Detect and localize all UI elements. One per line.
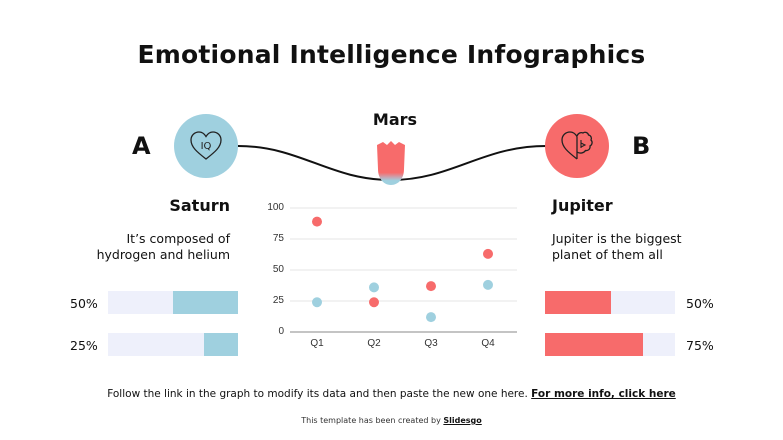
y-tick-50: 50 xyxy=(272,264,284,275)
footer-credit: This template has been created by Slides… xyxy=(301,416,482,425)
jupiter-name: Jupiter xyxy=(552,196,613,215)
footer-instructions: Follow the link in the graph to modify i… xyxy=(107,388,676,400)
jupiter-bar2-fill xyxy=(545,333,643,356)
saturn-description: It’s composed of hydrogen and helium xyxy=(96,231,230,262)
data-point xyxy=(312,216,322,227)
slidesgo-link[interactable]: Slidesgo xyxy=(443,416,482,425)
saturn-bar1-fill xyxy=(173,291,238,314)
data-point xyxy=(312,297,322,308)
saturn-bar1-label: 50% xyxy=(70,296,98,311)
mars-label: Mars xyxy=(372,110,418,129)
jupiter-bar1-label: 50% xyxy=(686,296,714,311)
left-circle: IQ xyxy=(174,114,238,178)
jupiter-bar1 xyxy=(545,291,675,314)
y-tick-75: 75 xyxy=(272,233,284,244)
data-point xyxy=(369,297,379,308)
more-info-link[interactable]: For more info, click here xyxy=(531,388,676,400)
right-circle xyxy=(545,114,609,178)
jupiter-bar1-fill xyxy=(545,291,612,314)
y-tick-0: 0 xyxy=(278,326,284,337)
jupiter-description: Jupiter is the biggest planet of them al… xyxy=(552,231,682,262)
y-tick-25: 25 xyxy=(272,295,284,306)
svg-text:IQ: IQ xyxy=(201,141,212,152)
x-tick-q2: Q2 xyxy=(367,338,381,349)
saturn-name: Saturn xyxy=(169,196,230,215)
gridlines xyxy=(290,207,517,302)
data-point xyxy=(369,282,379,293)
x-tick-q4: Q4 xyxy=(481,338,495,349)
x-tick-q3: Q3 xyxy=(424,338,438,349)
data-point xyxy=(426,312,436,323)
tulip-icon xyxy=(377,141,405,185)
y-tick-100: 100 xyxy=(267,202,284,213)
data-point xyxy=(483,279,493,290)
letter-b: B xyxy=(632,132,651,160)
data-point xyxy=(483,248,493,259)
chart-plot xyxy=(290,207,517,333)
saturn-bar1 xyxy=(108,291,238,314)
saturn-bar2 xyxy=(108,333,238,356)
page-title: Emotional Intelligence Infographics xyxy=(137,40,646,69)
jupiter-bar2 xyxy=(545,333,675,356)
data-point xyxy=(426,281,436,292)
heart-brain-icon xyxy=(561,131,593,160)
jupiter-bar2-label: 75% xyxy=(686,338,714,353)
scatter-chart: 100 75 50 25 0 Q1 Q2 Q3 Q4 xyxy=(260,198,530,358)
saturn-bar2-fill xyxy=(204,333,238,356)
heart-iq-icon: IQ xyxy=(190,131,222,160)
letter-a: A xyxy=(132,132,151,160)
x-tick-q1: Q1 xyxy=(310,338,324,349)
saturn-bar2-label: 25% xyxy=(70,338,98,353)
